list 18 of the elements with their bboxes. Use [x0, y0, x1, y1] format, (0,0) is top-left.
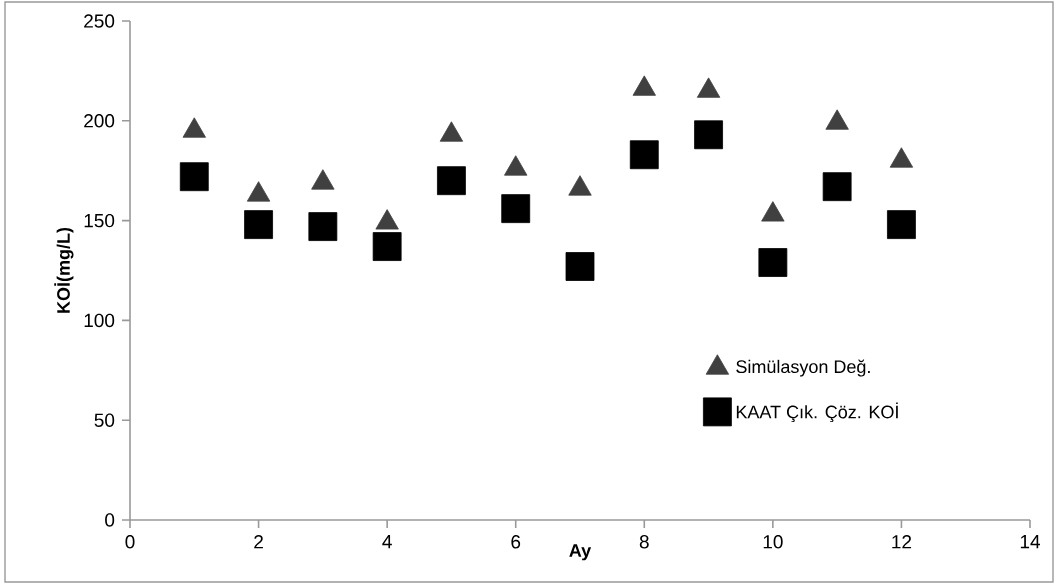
x-tick-label: 12	[892, 535, 912, 549]
x-tick-label: 0	[125, 535, 135, 549]
legend-label: KAAT Çık. Çöz. KOİ	[736, 402, 898, 423]
y-tick-label: 0	[105, 513, 115, 527]
y-tick-label: 100	[84, 313, 115, 328]
x-tick-label: 2	[254, 535, 263, 549]
y-tick-label: 250	[84, 14, 115, 28]
x-tick-label: 8	[639, 535, 649, 549]
y-tick-label: 50	[94, 413, 115, 427]
y-tick-label: 200	[84, 114, 115, 128]
legend-label: Simülasyon Değ.	[736, 359, 870, 377]
x-tick-label: 14	[1020, 535, 1041, 549]
x-tick-label: 10	[763, 535, 783, 549]
y-tick-label: 150	[84, 213, 115, 228]
x-axis-title: Ay	[569, 544, 592, 561]
x-tick-label: 4	[382, 535, 392, 549]
y-axis-title: KOİ(mg/L)	[54, 227, 74, 313]
x-tick-label: 6	[511, 535, 521, 549]
